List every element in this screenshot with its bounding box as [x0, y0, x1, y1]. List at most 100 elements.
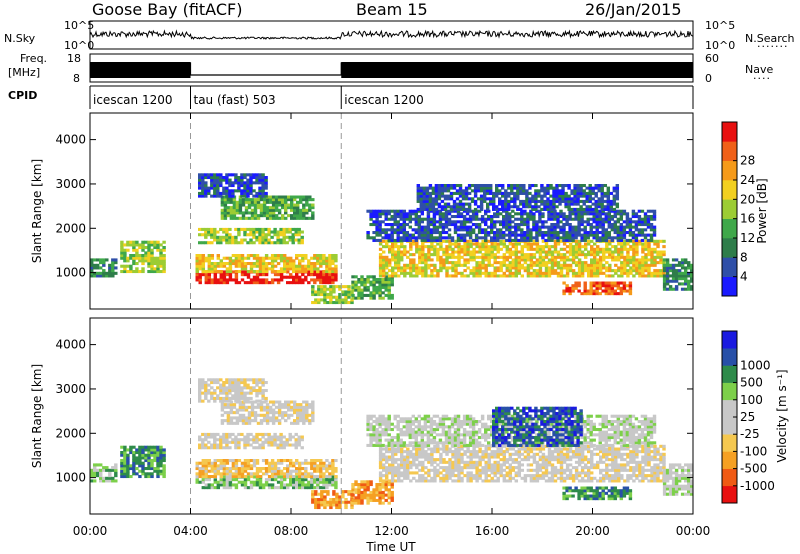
echo-cell: [634, 220, 639, 224]
echo-cell: [302, 421, 306, 425]
echo-cell: [508, 274, 513, 278]
echo-cell: [516, 207, 520, 211]
echo-cell: [378, 253, 383, 257]
echo-cell: [338, 285, 342, 289]
echo-cell: [210, 227, 214, 231]
echo-cell: [276, 238, 280, 242]
echo-cell: [532, 255, 537, 259]
echo-cell: [240, 227, 244, 231]
echo-cell: [640, 209, 645, 213]
power-colorbar-cell: [722, 238, 737, 258]
echo-cell: [644, 239, 648, 243]
echo-cell: [210, 186, 214, 190]
echo-cell: [492, 207, 496, 211]
echo-cell: [547, 209, 551, 213]
echo-cell: [508, 223, 512, 227]
echo-cell: [396, 212, 400, 216]
echo-cell: [273, 270, 278, 274]
echo-cell: [210, 262, 215, 266]
echo-cell: [259, 408, 264, 412]
echo-cell: [471, 231, 476, 235]
echo-cell: [547, 225, 551, 229]
echo-cell: [304, 461, 308, 465]
echo-cell: [325, 270, 329, 274]
echo-cell: [381, 283, 385, 287]
echo-cell: [403, 274, 407, 278]
echo-cell: [311, 301, 315, 305]
echo-cell: [258, 438, 262, 442]
echo-cell: [429, 220, 434, 224]
echo-cell: [228, 432, 232, 436]
echo-cell: [451, 274, 455, 278]
echo-cell: [216, 467, 221, 471]
echo-cell: [289, 273, 293, 277]
echo-cell: [311, 403, 315, 407]
echo-cell: [132, 246, 136, 250]
echo-cell: [561, 184, 565, 188]
echo-cell: [114, 258, 118, 262]
echo-cell: [247, 416, 252, 420]
echo-cell: [388, 250, 392, 254]
echo-cell: [162, 453, 166, 457]
echo-cell: [687, 274, 691, 278]
echo-cell: [225, 241, 229, 245]
echo-cell: [335, 295, 339, 299]
echo-cell: [273, 440, 277, 444]
echo-cell: [307, 259, 311, 263]
echo-cell: [138, 256, 142, 260]
echo-cell: [480, 220, 485, 224]
echo-cell: [535, 225, 539, 229]
echo-cell: [243, 480, 248, 484]
echo-cell: [417, 236, 422, 240]
echo-cell: [580, 292, 584, 296]
echo-cell: [299, 405, 303, 409]
echo-cell: [490, 231, 494, 235]
echo-cell: [390, 236, 394, 240]
echo-cell: [307, 267, 311, 271]
echo-cell: [198, 278, 202, 282]
echo-cell: [298, 264, 302, 268]
echo-cell: [335, 285, 339, 289]
echo-cell: [568, 253, 573, 257]
echo-cell: [520, 212, 524, 216]
echo-cell: [276, 256, 281, 260]
echo-cell: [637, 217, 642, 221]
echo-cell: [298, 254, 302, 258]
echo-cell: [277, 400, 282, 404]
echo-cell: [350, 298, 354, 302]
echo-cell: [287, 413, 291, 417]
echo-cell: [302, 416, 306, 420]
echo-cell: [255, 176, 259, 180]
echo-cell: [273, 264, 278, 268]
echo-cell: [207, 191, 211, 195]
echo-cell: [616, 284, 621, 288]
echo-cell: [271, 408, 276, 412]
echo-cell: [625, 223, 630, 227]
echo-cell: [237, 389, 241, 393]
echo-cell: [250, 214, 255, 218]
echo-cell: [604, 217, 609, 221]
echo-cell: [329, 287, 333, 291]
echo-cell: [204, 383, 208, 387]
echo-cell: [135, 267, 139, 271]
echo-cell: [489, 189, 493, 193]
echo-cell: [259, 206, 264, 210]
echo-cell: [547, 253, 552, 257]
echo-cell: [126, 472, 130, 476]
echo-cell: [237, 189, 241, 193]
echo-cell: [520, 231, 524, 235]
echo-cell: [135, 256, 139, 260]
echo-cell: [579, 191, 583, 195]
echo-cell: [445, 274, 449, 278]
echo-cell: [271, 411, 276, 415]
echo-cell: [650, 261, 654, 265]
echo-cell: [341, 290, 345, 294]
echo-cell: [399, 209, 403, 213]
echo-cell: [241, 403, 246, 407]
echo-cell: [108, 474, 112, 478]
echo-cell: [457, 255, 461, 259]
echo-cell: [279, 440, 283, 444]
echo-cell: [267, 435, 271, 439]
echo-cell: [522, 191, 526, 195]
echo-cell: [511, 238, 515, 242]
